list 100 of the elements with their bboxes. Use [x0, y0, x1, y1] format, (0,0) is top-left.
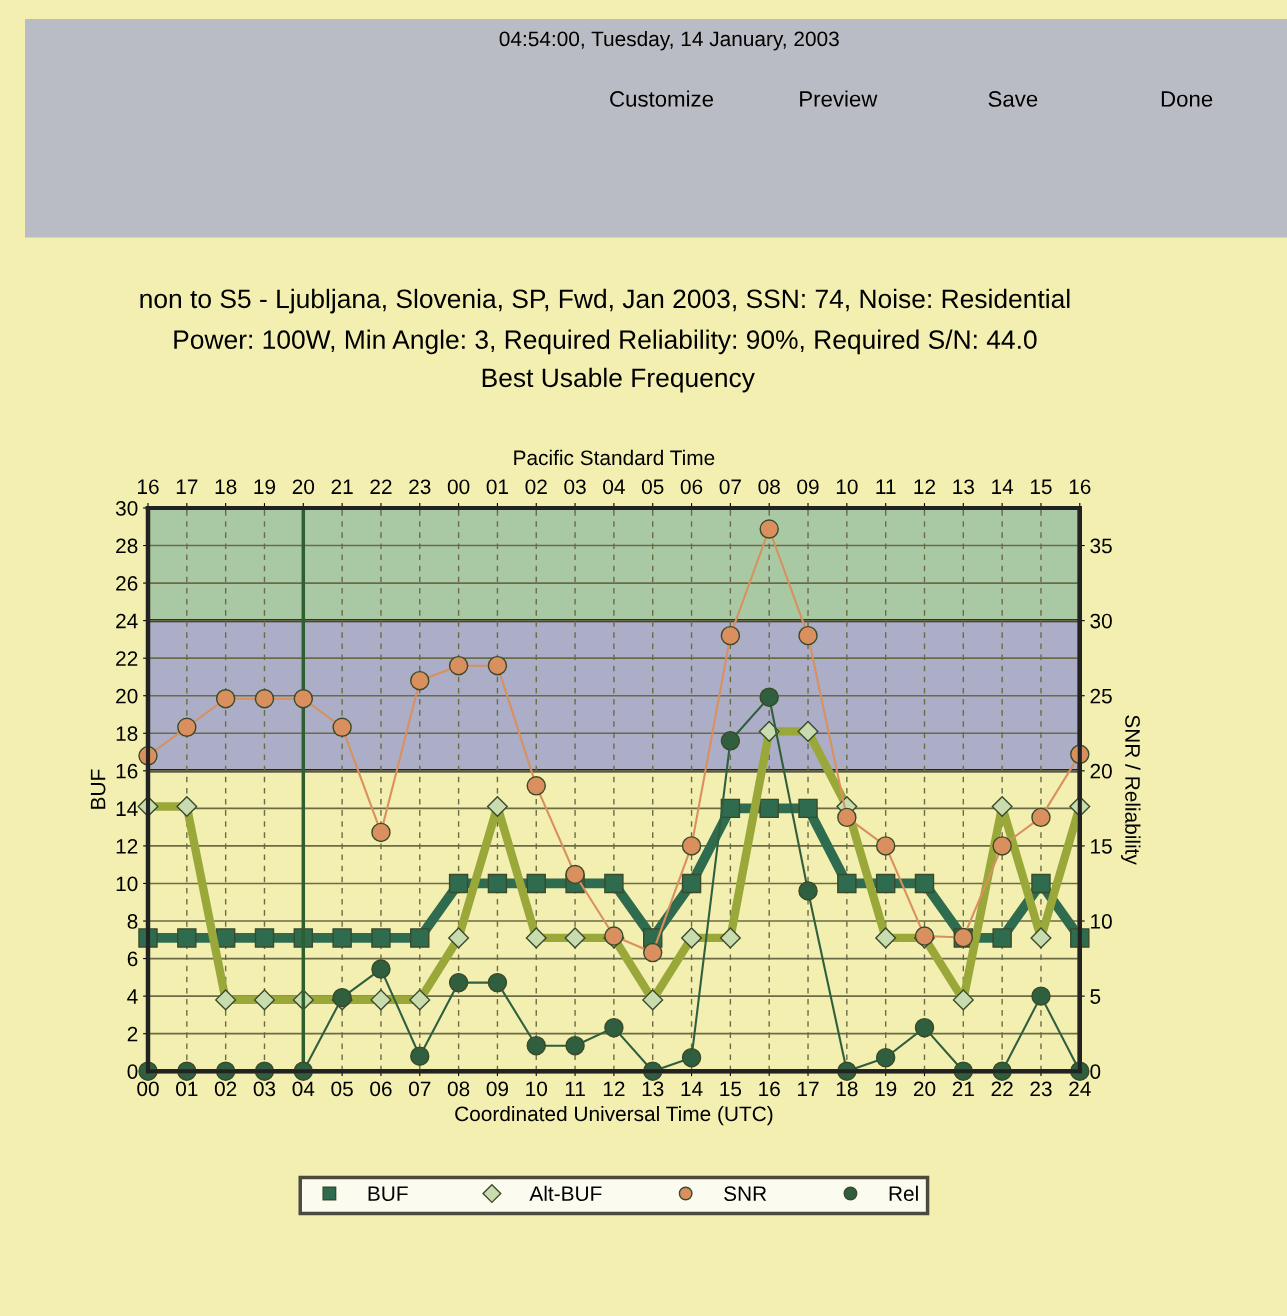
point	[681, 836, 702, 856]
x-tick-label: 04	[292, 1081, 315, 1097]
x-tick-label: 15	[720, 1081, 742, 1097]
x2-tick-label: 16	[1069, 479, 1091, 495]
x-tick-label: 24	[1069, 1081, 1091, 1097]
point	[254, 928, 275, 948]
y2-tick-label: 30	[1090, 613, 1112, 629]
x-tick-label: 12	[603, 1081, 625, 1097]
x-tick-label: 11	[565, 1081, 585, 1097]
y-tick-label: 10	[116, 876, 138, 892]
text: Done	[1161, 91, 1213, 107]
legend-label: BUF	[368, 1186, 408, 1202]
x2-tick-label: 20	[292, 479, 315, 495]
point	[448, 655, 469, 676]
point	[332, 928, 352, 948]
point	[410, 1046, 430, 1066]
legend-label: Alt-BUF	[529, 1185, 602, 1202]
point	[177, 928, 197, 948]
point	[992, 836, 1012, 856]
point	[293, 689, 314, 709]
point	[410, 670, 430, 691]
chart-subtitle: Power: 100W, Min Angle: 3, Required Reliability: 90%, Required S/N: 44.0	[174, 329, 1037, 355]
point	[332, 717, 352, 737]
point	[875, 836, 896, 856]
point	[914, 873, 935, 894]
y2-axis-title: SNR / Reliability	[1121, 715, 1141, 865]
x-tick-label: 22	[991, 1081, 1013, 1097]
y-tick-label: 26	[116, 576, 138, 591]
y-tick-label: 16	[116, 763, 138, 779]
y-tick-label: 2	[127, 1026, 138, 1042]
point	[720, 625, 741, 646]
legend-label: SNR	[724, 1186, 767, 1202]
x-tick-label: 21	[952, 1081, 974, 1097]
y2-tick-label: 25	[1090, 688, 1112, 704]
x2-tick-label: 13	[953, 479, 974, 495]
point	[604, 1017, 624, 1038]
point	[875, 873, 896, 894]
x2-tick-label: 23	[409, 479, 431, 495]
text: Preview	[800, 90, 878, 107]
point	[526, 776, 546, 796]
x2-tick-label: 08	[758, 479, 780, 495]
point	[681, 873, 702, 894]
y-tick-label: 30	[115, 500, 138, 516]
point	[487, 972, 508, 993]
x-tick-label: 14	[681, 1081, 703, 1097]
x2-tick-label: 15	[1030, 479, 1052, 495]
x-axis-title: Coordinated Universal Time (UTC)	[455, 1105, 773, 1126]
y2-tick-label: 15	[1091, 839, 1112, 854]
x-tick-label: 01	[176, 1081, 198, 1097]
x-tick-label: 08	[447, 1081, 470, 1097]
point	[526, 873, 546, 894]
y2-tick-label: 35	[1090, 538, 1112, 554]
x2-tick-label: 03	[564, 479, 586, 495]
point	[759, 798, 779, 819]
x-tick-label: 03	[253, 1081, 276, 1097]
point	[215, 689, 236, 709]
x-tick-label: 18	[836, 1081, 858, 1097]
y-tick-label: 8	[127, 914, 138, 929]
x2-tick-label: 11	[876, 479, 896, 494]
y-tick-label: 20	[116, 688, 138, 704]
point	[487, 655, 508, 676]
point	[371, 959, 391, 979]
x-tick-label: 13	[642, 1081, 664, 1097]
y2-tick-label: 5	[1090, 989, 1101, 1004]
x2-tick-label: 02	[525, 479, 547, 495]
text: Save	[988, 91, 1038, 107]
x-tick-label: 23	[1030, 1081, 1052, 1097]
x2-tick-label: 16	[138, 479, 159, 495]
x2-tick-label: 01	[486, 479, 508, 495]
point	[448, 972, 469, 993]
x-tick-label: 06	[370, 1081, 392, 1097]
point	[720, 731, 741, 751]
x-tick-label: 16	[759, 1081, 780, 1097]
x2-tick-label: 14	[992, 479, 1014, 494]
y-tick-label: 12	[116, 838, 138, 854]
point	[177, 717, 197, 737]
x-tick-label: 17	[798, 1081, 819, 1097]
point	[604, 873, 624, 894]
x2-tick-label: 21	[331, 479, 353, 494]
point	[992, 928, 1012, 948]
point	[681, 1047, 702, 1068]
x2-tick-label: 18	[215, 479, 237, 495]
y-tick-label: 22	[116, 651, 138, 666]
y-tick-label: 0	[127, 1064, 138, 1079]
point	[565, 864, 585, 885]
y2-tick-label: 10	[1091, 914, 1112, 929]
x2-axis-title: Pacific Standard Time	[514, 449, 715, 466]
x2-tick-label: 10	[836, 479, 858, 495]
x-tick-label: 20	[913, 1081, 936, 1097]
point	[371, 928, 391, 948]
y-tick-label: 14	[116, 801, 138, 816]
y2-tick-label: 20	[1090, 763, 1112, 779]
point	[643, 942, 663, 963]
point	[798, 798, 818, 819]
x2-tick-label: 09	[797, 479, 819, 495]
point	[487, 873, 508, 894]
point	[837, 873, 857, 894]
text: Customize	[610, 90, 714, 107]
text: Best Usable Frequency	[482, 367, 755, 393]
point	[914, 1017, 935, 1038]
